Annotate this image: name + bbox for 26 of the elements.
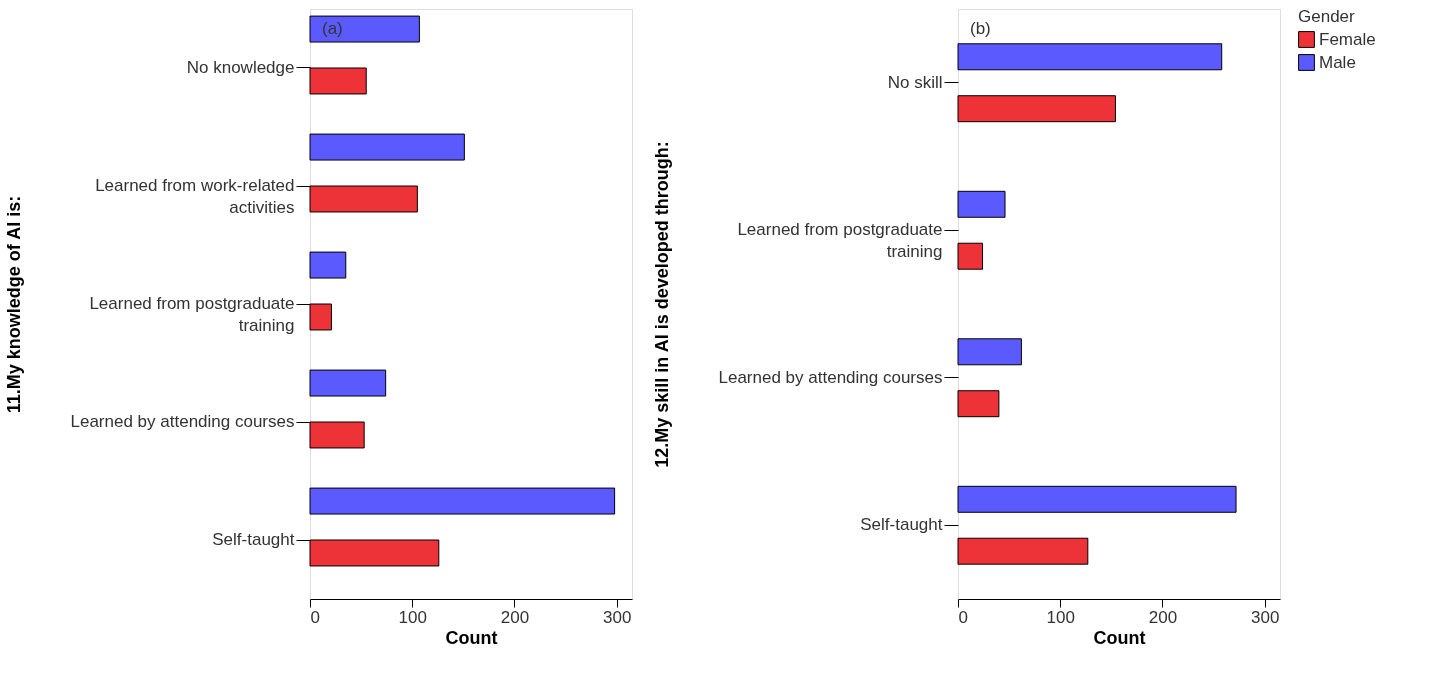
y-tick-label: Learned from postgraduate training <box>89 294 295 335</box>
y-axis-title: 12.My skill in AI is developed through: <box>652 141 673 468</box>
x-tick-label: 200 <box>1148 607 1178 627</box>
y-tick-label: Learned from postgraduate training <box>737 220 943 262</box>
x-tick-label: 100 <box>398 607 427 627</box>
y-tick-label: No knowledge <box>186 58 295 77</box>
x-axis-title: Count <box>445 627 498 648</box>
x-tick-label: 200 <box>500 607 530 627</box>
y-tick-label: Self-taught <box>860 515 943 535</box>
x-tick-label: 0 <box>958 607 968 627</box>
annotation: (b) <box>970 19 991 38</box>
y-tick-label: Learned by attending courses <box>70 412 295 431</box>
legend-label: Female <box>1319 29 1376 49</box>
x-axis-title: Count <box>1093 627 1146 648</box>
y-tick-label: Learned by attending courses <box>718 367 943 387</box>
legend-title: Gender <box>1298 7 1356 26</box>
y-axis-title: 11.My knowledge of AI is: <box>4 195 25 414</box>
x-tick-label: 300 <box>1250 607 1280 627</box>
annotation: (a) <box>322 19 343 38</box>
y-tick-label: Learned from work-related activities <box>95 176 295 217</box>
x-tick-label: 300 <box>602 607 632 627</box>
y-tick-label: Self-taught <box>212 530 295 549</box>
x-tick-label: 0 <box>310 607 320 627</box>
legend-label: Male <box>1319 52 1356 72</box>
x-tick-label: 100 <box>1046 607 1075 627</box>
y-tick-label: No skill <box>887 72 943 92</box>
